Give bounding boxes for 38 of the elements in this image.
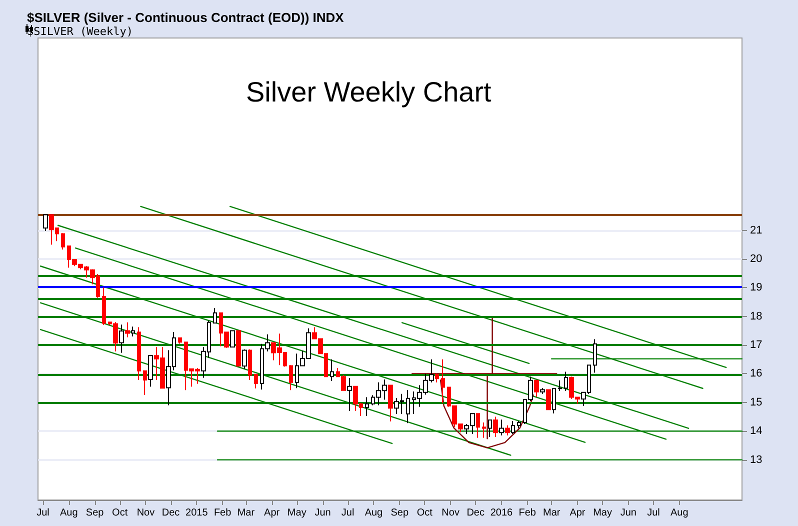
x-tick-label: Apr [264,508,280,518]
x-tick-label: Oct [416,508,433,518]
x-tick-label: Apr [570,508,586,518]
x-tick-label: Jul [36,508,50,518]
y-tick-label: 16 [750,368,762,380]
x-tick-label: Feb [214,508,232,518]
x-tick-label: 2015 [186,508,208,518]
x-tick-label: Dec [466,508,484,518]
y-tick-label: 13 [750,454,762,466]
x-tick-label: Jun [314,508,331,518]
x-tick-label: Dec [162,508,180,518]
chart-title: $SILVER (Silver - Continuous Contract (EOD)) INDX [27,10,344,25]
chart-subtitle: $SILVER (Weekly) [27,25,133,38]
y-tick-label: 19 [750,282,762,294]
x-tick-label: Sep [86,508,104,518]
x-tick-label: Jul [341,508,354,518]
x-tick-label: Mar [542,508,561,518]
x-tick-label: Aug [670,508,688,518]
x-tick-label: Mar [237,508,256,518]
annotation: Silver Weekly Chart [246,76,492,108]
y-tick-label: 15 [750,396,762,408]
y-tick-label: 21 [750,224,762,236]
x-tick-label: May [593,508,612,518]
x-tick-label: Feb [518,508,536,518]
x-tick-label: Sep [390,508,409,518]
x-tick-label: Nov [136,508,155,518]
x-tick-label: 2016 [490,508,514,518]
y-tick-label: 17 [750,339,762,352]
x-tick-label: Oct [112,508,128,518]
y-tick-label: 14 [750,425,762,438]
x-tick-label: Jul [647,508,660,518]
y-tick-label: 18 [750,310,762,322]
x-tick-label: May [287,508,306,518]
x-tick-label: Nov [442,508,460,518]
x-tick-label: Aug [364,508,383,518]
y-tick-label: 20 [750,252,762,265]
x-tick-label: Jun [620,508,636,518]
x-tick-label: Aug [60,508,78,518]
